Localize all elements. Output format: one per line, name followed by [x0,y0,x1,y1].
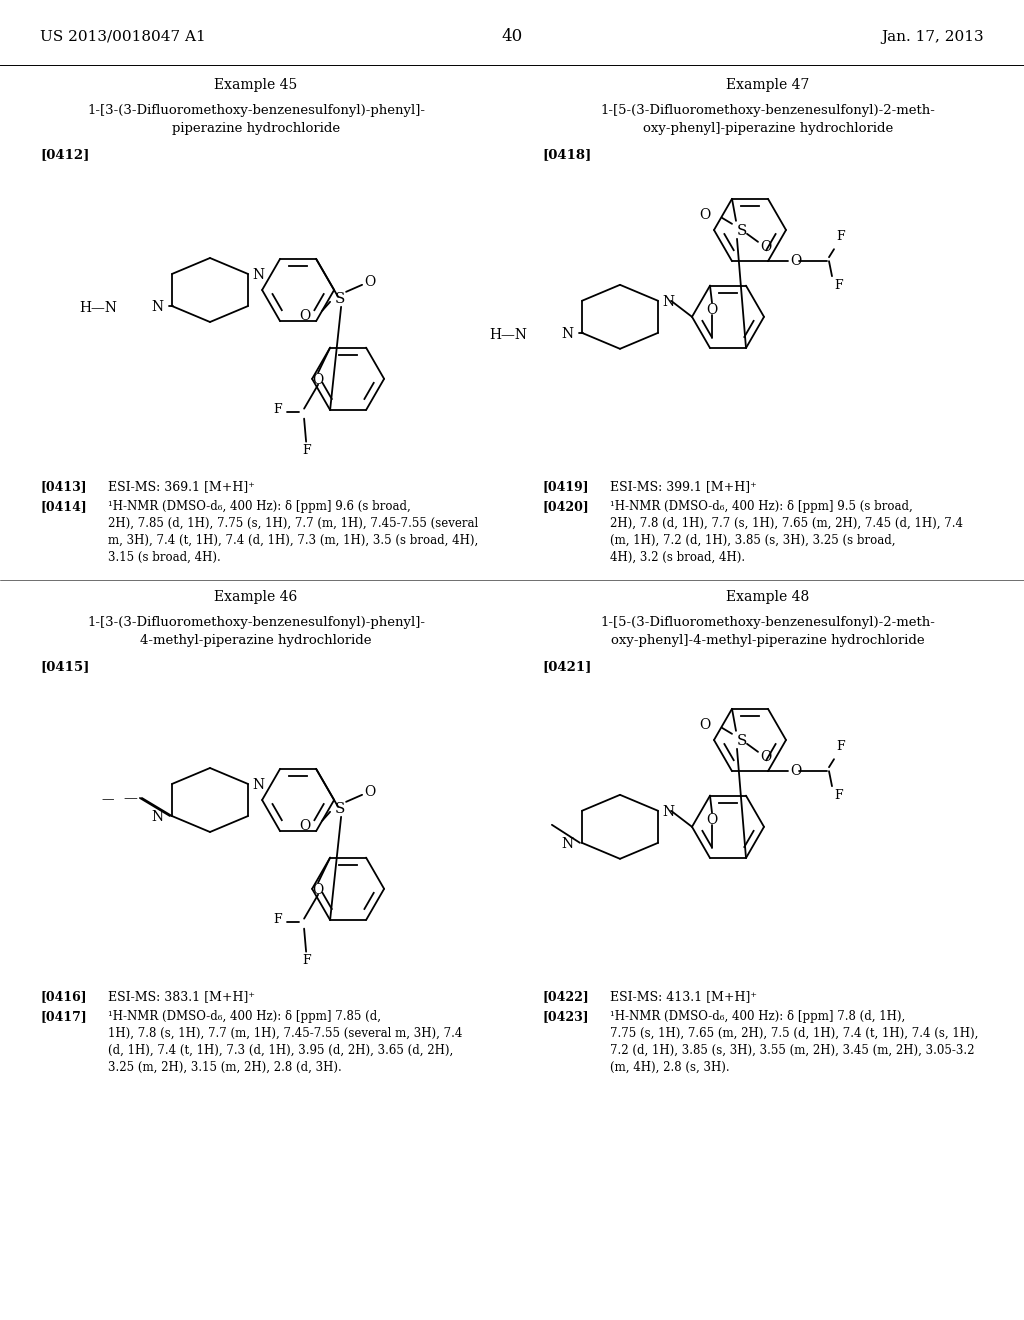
Text: ESI-MS: 413.1 [M+H]⁺: ESI-MS: 413.1 [M+H]⁺ [610,990,757,1003]
Text: (m, 4H), 2.8 (s, 3H).: (m, 4H), 2.8 (s, 3H). [610,1061,730,1074]
Text: F: F [836,230,845,243]
Text: O: O [707,302,718,317]
Text: m, 3H), 7.4 (t, 1H), 7.4 (d, 1H), 7.3 (m, 1H), 3.5 (s broad, 4H),: m, 3H), 7.4 (t, 1H), 7.4 (d, 1H), 7.3 (m… [108,535,478,546]
Text: [0417]: [0417] [40,1010,87,1023]
Text: 1-[5-(3-Difluoromethoxy-benzenesulfonyl)-2-meth-: 1-[5-(3-Difluoromethoxy-benzenesulfonyl)… [600,104,936,117]
Text: 7.2 (d, 1H), 3.85 (s, 3H), 3.55 (m, 2H), 3.45 (m, 2H), 3.05-3.2: 7.2 (d, 1H), 3.85 (s, 3H), 3.55 (m, 2H),… [610,1044,975,1057]
Text: S: S [335,801,345,816]
Text: [0416]: [0416] [40,990,87,1003]
Text: O: O [312,883,324,896]
Text: N: N [562,327,573,341]
Text: ESI-MS: 383.1 [M+H]⁺: ESI-MS: 383.1 [M+H]⁺ [108,990,255,1003]
Text: N: N [663,294,674,309]
Text: N: N [152,810,164,824]
Text: piperazine hydrochloride: piperazine hydrochloride [172,121,340,135]
Text: F: F [834,279,843,292]
Text: [0420]: [0420] [542,500,589,513]
Text: O: O [790,764,801,779]
Text: [0422]: [0422] [542,990,589,1003]
Text: [0423]: [0423] [542,1010,589,1023]
Text: O: O [299,818,310,833]
Text: 1H), 7.8 (s, 1H), 7.7 (m, 1H), 7.45-7.55 (several m, 3H), 7.4: 1H), 7.8 (s, 1H), 7.7 (m, 1H), 7.45-7.55… [108,1027,463,1040]
Text: 1-[5-(3-Difluoromethoxy-benzenesulfonyl)-2-meth-: 1-[5-(3-Difluoromethoxy-benzenesulfonyl)… [600,616,936,630]
Text: Example 45: Example 45 [214,78,298,92]
Text: F: F [836,741,845,754]
Text: O: O [312,372,324,387]
Text: [0414]: [0414] [40,500,87,513]
Text: Example 46: Example 46 [214,590,298,605]
Text: 2H), 7.8 (d, 1H), 7.7 (s, 1H), 7.65 (m, 2H), 7.45 (d, 1H), 7.4: 2H), 7.8 (d, 1H), 7.7 (s, 1H), 7.65 (m, … [610,517,963,531]
Text: O: O [698,207,710,222]
Text: (m, 1H), 7.2 (d, 1H), 3.85 (s, 3H), 3.25 (s broad,: (m, 1H), 7.2 (d, 1H), 3.85 (s, 3H), 3.25… [610,535,896,546]
Text: 3.25 (m, 2H), 3.15 (m, 2H), 2.8 (d, 3H).: 3.25 (m, 2H), 3.15 (m, 2H), 2.8 (d, 3H). [108,1061,342,1074]
Text: F: F [302,444,310,457]
Text: S: S [737,734,748,748]
Text: 1-[3-(3-Difluoromethoxy-benzenesulfonyl)-phenyl]-: 1-[3-(3-Difluoromethoxy-benzenesulfonyl)… [87,616,425,630]
Text: O: O [707,813,718,826]
Text: F: F [834,789,843,803]
Text: [0415]: [0415] [40,660,89,673]
Text: 4H), 3.2 (s broad, 4H).: 4H), 3.2 (s broad, 4H). [610,550,745,564]
Text: —: — [123,791,137,805]
Text: [0419]: [0419] [542,480,589,492]
Text: [0412]: [0412] [40,148,89,161]
Text: O: O [760,750,771,764]
Text: H—N: H—N [79,301,117,315]
Text: (d, 1H), 7.4 (t, 1H), 7.3 (d, 1H), 3.95 (d, 2H), 3.65 (d, 2H),: (d, 1H), 7.4 (t, 1H), 7.3 (d, 1H), 3.95 … [108,1044,454,1057]
Text: ¹H-NMR (DMSO-d₆, 400 Hz): δ [ppm] 9.6 (s broad,: ¹H-NMR (DMSO-d₆, 400 Hz): δ [ppm] 9.6 (s… [108,500,411,513]
Text: [0413]: [0413] [40,480,87,492]
Text: US 2013/0018047 A1: US 2013/0018047 A1 [40,30,206,44]
Text: O: O [790,255,801,268]
Text: Example 47: Example 47 [726,78,810,92]
Text: F: F [302,953,310,966]
Text: ESI-MS: 369.1 [M+H]⁺: ESI-MS: 369.1 [M+H]⁺ [108,480,255,492]
Text: 40: 40 [502,28,522,45]
Text: F: F [273,403,282,416]
Text: 1-[3-(3-Difluoromethoxy-benzenesulfonyl)-phenyl]-: 1-[3-(3-Difluoromethoxy-benzenesulfonyl)… [87,104,425,117]
Text: N: N [252,268,264,282]
Text: S: S [737,224,748,238]
Text: S: S [335,292,345,306]
Text: Jan. 17, 2013: Jan. 17, 2013 [882,30,984,44]
Text: ¹H-NMR (DMSO-d₆, 400 Hz): δ [ppm] 9.5 (s broad,: ¹H-NMR (DMSO-d₆, 400 Hz): δ [ppm] 9.5 (s… [610,500,912,513]
Text: O: O [365,785,376,799]
Text: O: O [760,240,771,253]
Text: O: O [365,275,376,289]
Text: N: N [562,837,573,851]
Text: H—N: H—N [488,327,527,342]
Text: N: N [252,777,264,792]
Text: N: N [152,300,164,314]
Text: 4-methyl-piperazine hydrochloride: 4-methyl-piperazine hydrochloride [140,634,372,647]
Text: 2H), 7.85 (d, 1H), 7.75 (s, 1H), 7.7 (m, 1H), 7.45-7.55 (several: 2H), 7.85 (d, 1H), 7.75 (s, 1H), 7.7 (m,… [108,517,478,531]
Text: ¹H-NMR (DMSO-d₆, 400 Hz): δ [ppm] 7.8 (d, 1H),: ¹H-NMR (DMSO-d₆, 400 Hz): δ [ppm] 7.8 (d… [610,1010,905,1023]
Text: ESI-MS: 399.1 [M+H]⁺: ESI-MS: 399.1 [M+H]⁺ [610,480,757,492]
Text: —: — [101,793,114,807]
Text: oxy-phenyl]-piperazine hydrochloride: oxy-phenyl]-piperazine hydrochloride [643,121,893,135]
Text: oxy-phenyl]-4-methyl-piperazine hydrochloride: oxy-phenyl]-4-methyl-piperazine hydrochl… [611,634,925,647]
Text: N: N [663,805,674,818]
Text: O: O [698,718,710,731]
Text: 7.75 (s, 1H), 7.65 (m, 2H), 7.5 (d, 1H), 7.4 (t, 1H), 7.4 (s, 1H),: 7.75 (s, 1H), 7.65 (m, 2H), 7.5 (d, 1H),… [610,1027,978,1040]
Text: ¹H-NMR (DMSO-d₆, 400 Hz): δ [ppm] 7.85 (d,: ¹H-NMR (DMSO-d₆, 400 Hz): δ [ppm] 7.85 (… [108,1010,381,1023]
Text: 3.15 (s broad, 4H).: 3.15 (s broad, 4H). [108,550,221,564]
Text: F: F [273,913,282,927]
Text: O: O [299,309,310,323]
Text: [0418]: [0418] [542,148,591,161]
Text: [0421]: [0421] [542,660,592,673]
Text: Example 48: Example 48 [726,590,810,605]
